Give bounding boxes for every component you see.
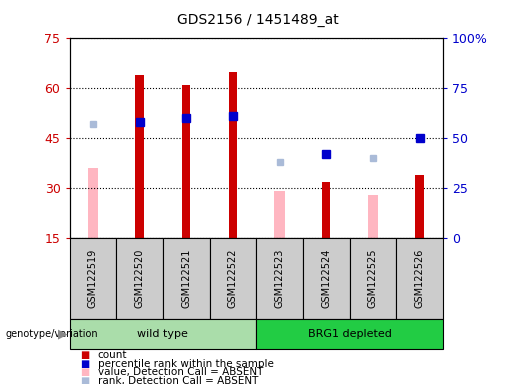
Text: BRG1 depleted: BRG1 depleted xyxy=(307,329,391,339)
Text: percentile rank within the sample: percentile rank within the sample xyxy=(98,359,274,369)
Text: ■: ■ xyxy=(80,376,89,384)
Bar xyxy=(256,238,303,319)
Text: GSM122520: GSM122520 xyxy=(134,249,145,308)
Text: GSM122522: GSM122522 xyxy=(228,249,238,308)
Bar xyxy=(135,75,144,238)
Bar xyxy=(70,319,256,349)
Text: GSM122519: GSM122519 xyxy=(88,249,98,308)
Bar xyxy=(70,238,116,319)
Bar xyxy=(182,85,191,238)
Bar xyxy=(368,195,378,238)
Text: GSM122521: GSM122521 xyxy=(181,249,191,308)
Text: rank, Detection Call = ABSENT: rank, Detection Call = ABSENT xyxy=(98,376,258,384)
Bar xyxy=(416,175,424,238)
Bar xyxy=(88,168,98,238)
Text: ■: ■ xyxy=(80,350,89,360)
Text: value, Detection Call = ABSENT: value, Detection Call = ABSENT xyxy=(98,367,263,377)
Text: ■: ■ xyxy=(80,367,89,377)
Text: genotype/variation: genotype/variation xyxy=(5,329,98,339)
Text: ■: ■ xyxy=(80,359,89,369)
Bar xyxy=(163,238,210,319)
Text: GSM122526: GSM122526 xyxy=(415,249,424,308)
Text: GSM122524: GSM122524 xyxy=(321,249,331,308)
Bar xyxy=(322,182,331,238)
Text: GDS2156 / 1451489_at: GDS2156 / 1451489_at xyxy=(177,13,338,27)
Text: GSM122525: GSM122525 xyxy=(368,249,378,308)
Bar xyxy=(116,238,163,319)
Bar xyxy=(350,238,396,319)
Text: count: count xyxy=(98,350,127,360)
Bar xyxy=(229,72,237,238)
Bar xyxy=(256,319,443,349)
Bar xyxy=(303,238,350,319)
Text: GSM122523: GSM122523 xyxy=(274,249,285,308)
Bar xyxy=(274,192,285,238)
Bar xyxy=(396,238,443,319)
Bar xyxy=(210,238,256,319)
Text: wild type: wild type xyxy=(138,329,188,339)
Text: ▶: ▶ xyxy=(58,328,67,341)
